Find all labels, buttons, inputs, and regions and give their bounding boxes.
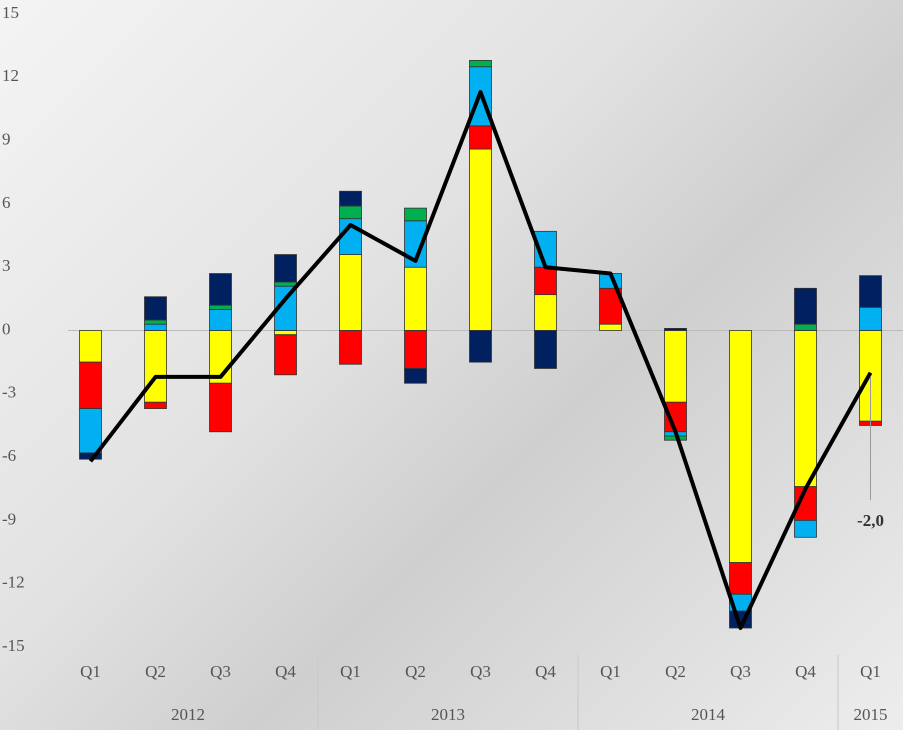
y-tick-label: -3 [2,383,16,402]
bar-segment [469,60,492,68]
x-tick-label: Q1 [600,662,621,681]
x-tick-label: Q3 [210,662,231,681]
x-tick-label: Q4 [275,662,296,681]
x-tick-label: Q2 [405,662,426,681]
y-tick-label: -6 [2,446,16,465]
bar-segment [794,323,817,331]
bar-segment [729,562,752,595]
bar-segment [404,368,427,384]
bar-segment [664,330,687,403]
bar-segment [859,306,882,331]
y-tick-label: 6 [2,193,11,212]
bar-segment [144,296,167,321]
x-tick-label: Q1 [860,662,881,681]
bar-segment [794,330,817,488]
y-tick-label: 15 [2,3,19,22]
bar-segment [339,205,362,220]
annotation: -2,0 [857,511,884,530]
x-tick-label: Q4 [535,662,556,681]
bar-segment [794,520,817,538]
bar-segment [404,330,427,369]
bar-segment [144,323,167,331]
bar-segment [534,330,557,369]
bar-segment [79,330,102,363]
y-tick-label: -15 [2,636,25,655]
bar-segment [274,334,297,376]
year-label: 2013 [431,705,465,724]
y-tick-label: -9 [2,509,16,528]
bar-segment [469,148,492,331]
bar-segment [339,254,362,331]
y-tick-label: 3 [2,256,11,275]
bar-segment [209,273,232,306]
bar-segment [469,330,492,363]
bar-segment [144,401,167,409]
x-tick-label: Q3 [470,662,491,681]
bar-segment [209,304,232,310]
bar-segment [729,330,752,564]
bar-segment [144,319,167,325]
bar-segment [339,330,362,365]
bar-segment [404,207,427,222]
x-tick-label: Q2 [665,662,686,681]
bar-segment [144,330,167,403]
x-tick-label: Q4 [795,662,816,681]
bar-segment [339,190,362,207]
bar-segment [209,382,232,433]
x-tick-label: Q1 [340,662,361,681]
bar-segment [79,408,102,454]
y-tick-label: 0 [2,319,11,338]
bar-segment [599,323,622,331]
bar-segment [794,287,817,325]
bar-segment [79,361,102,409]
bar-segment [469,125,492,150]
x-tick-label: Q1 [80,662,101,681]
y-tick-label: 9 [2,130,11,149]
year-label: 2014 [691,705,726,724]
bar-segment [209,308,232,331]
bar-segment [274,330,297,336]
x-tick-label: Q2 [145,662,166,681]
bar-segment [534,294,557,331]
bar-segment [859,275,882,308]
bar-segment [404,266,427,331]
y-tick-label: 12 [2,66,19,85]
bar-segment [274,254,297,283]
total-line [88,90,873,631]
bar-segment [274,281,297,287]
year-label: 2012 [171,705,205,724]
year-label: 2015 [854,705,888,724]
bar-segment [534,266,557,296]
x-tick-label: Q3 [730,662,751,681]
y-tick-label: -12 [2,573,25,592]
bar-segment [664,327,687,331]
